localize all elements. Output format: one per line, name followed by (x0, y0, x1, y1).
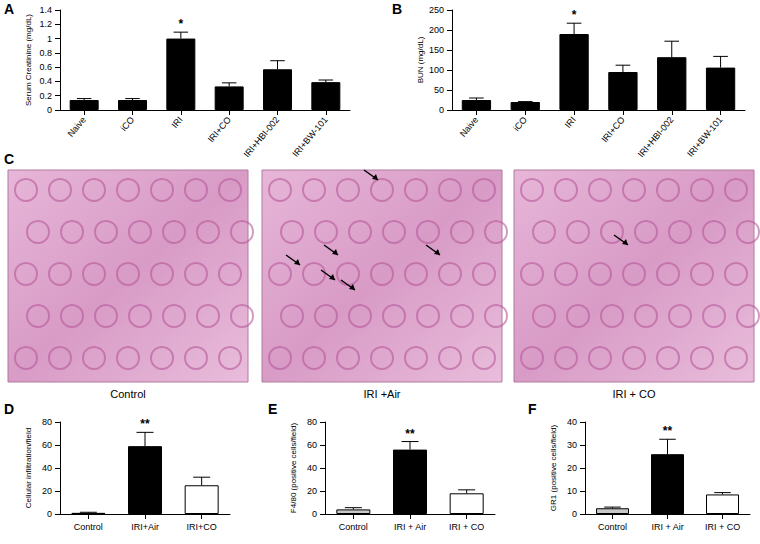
svg-text:A: A (4, 1, 14, 17)
svg-text:IRI + CO: IRI + CO (705, 522, 740, 532)
svg-text:0: 0 (47, 509, 52, 519)
svg-text:*: * (178, 17, 183, 31)
svg-text:0.4: 0.4 (39, 76, 52, 86)
svg-text:IRI+CO: IRI+CO (187, 522, 217, 532)
svg-text:40: 40 (567, 417, 577, 427)
svg-text:60: 60 (42, 440, 52, 450)
svg-text:Control: Control (598, 522, 627, 532)
svg-text:Serum Creatinine (mg/dL): Serum Creatinine (mg/dL) (24, 14, 33, 106)
svg-text:IRI+CO: IRI+CO (600, 115, 627, 145)
svg-text:20: 20 (42, 486, 52, 496)
svg-text:80: 80 (42, 417, 52, 427)
svg-text:IRI+CO: IRI+CO (206, 115, 233, 145)
svg-text:40: 40 (42, 463, 52, 473)
svg-text:Naive: Naive (458, 115, 480, 139)
svg-text:C: C (4, 151, 14, 167)
svg-text:iCO: iCO (511, 115, 529, 133)
svg-text:250: 250 (429, 5, 444, 15)
svg-text:IRI + Air: IRI + Air (651, 522, 683, 532)
svg-text:1: 1 (47, 34, 52, 44)
svg-text:10: 10 (567, 486, 577, 496)
svg-text:150: 150 (429, 45, 444, 55)
svg-text:0: 0 (572, 509, 577, 519)
svg-text:E: E (268, 401, 277, 417)
svg-text:IRI+HBI-002: IRI+HBI-002 (636, 115, 676, 160)
svg-text:IRI: IRI (563, 115, 578, 130)
svg-text:GR1 (positive cells/field): GR1 (positive cells/field) (549, 425, 558, 512)
svg-text:iCO: iCO (119, 115, 137, 133)
svg-text:1.2: 1.2 (39, 19, 52, 29)
svg-text:0.6: 0.6 (39, 62, 52, 72)
svg-text:**: ** (663, 424, 673, 438)
svg-text:Cellular infiltration/field: Cellular infiltration/field (24, 428, 33, 508)
svg-text:0: 0 (312, 509, 317, 519)
svg-text:IRI + CO: IRI + CO (612, 388, 656, 400)
svg-text:60: 60 (307, 440, 317, 450)
svg-text:**: ** (405, 427, 415, 441)
svg-text:**: ** (140, 417, 150, 431)
svg-text:BUN (mg/dL): BUN (mg/dL) (416, 36, 425, 83)
svg-text:1.4: 1.4 (39, 5, 52, 15)
svg-text:40: 40 (307, 463, 317, 473)
svg-text:0: 0 (47, 105, 52, 115)
svg-text:80: 80 (307, 417, 317, 427)
svg-text:IRI +Air: IRI +Air (364, 388, 401, 400)
svg-text:IRI: IRI (170, 115, 185, 130)
svg-text:20: 20 (307, 486, 317, 496)
svg-text:0.2: 0.2 (39, 91, 52, 101)
svg-text:D: D (4, 401, 14, 417)
svg-text:IRI+HBI-002: IRI+HBI-002 (242, 115, 282, 160)
svg-text:IRI + CO: IRI + CO (449, 522, 484, 532)
svg-text:IRI+BW-101: IRI+BW-101 (290, 115, 329, 159)
svg-text:F: F (528, 401, 537, 417)
svg-text:100: 100 (429, 65, 444, 75)
svg-text:0: 0 (439, 105, 444, 115)
svg-text:Control: Control (339, 522, 368, 532)
svg-text:30: 30 (567, 440, 577, 450)
svg-text:IRI+Air: IRI+Air (131, 522, 159, 532)
svg-text:20: 20 (567, 463, 577, 473)
svg-text:B: B (392, 1, 402, 17)
svg-text:0.8: 0.8 (39, 48, 52, 58)
svg-text:200: 200 (429, 25, 444, 35)
svg-text:IRI + Air: IRI + Air (394, 522, 426, 532)
svg-text:F4/80 (positive cells/field): F4/80 (positive cells/field) (289, 423, 298, 514)
svg-text:Control: Control (110, 388, 145, 400)
svg-text:Control: Control (74, 522, 103, 532)
svg-text:*: * (572, 8, 577, 22)
svg-text:IRI+BW-101: IRI+BW-101 (685, 115, 724, 159)
svg-text:50: 50 (434, 85, 444, 95)
svg-text:Naive: Naive (66, 115, 88, 139)
